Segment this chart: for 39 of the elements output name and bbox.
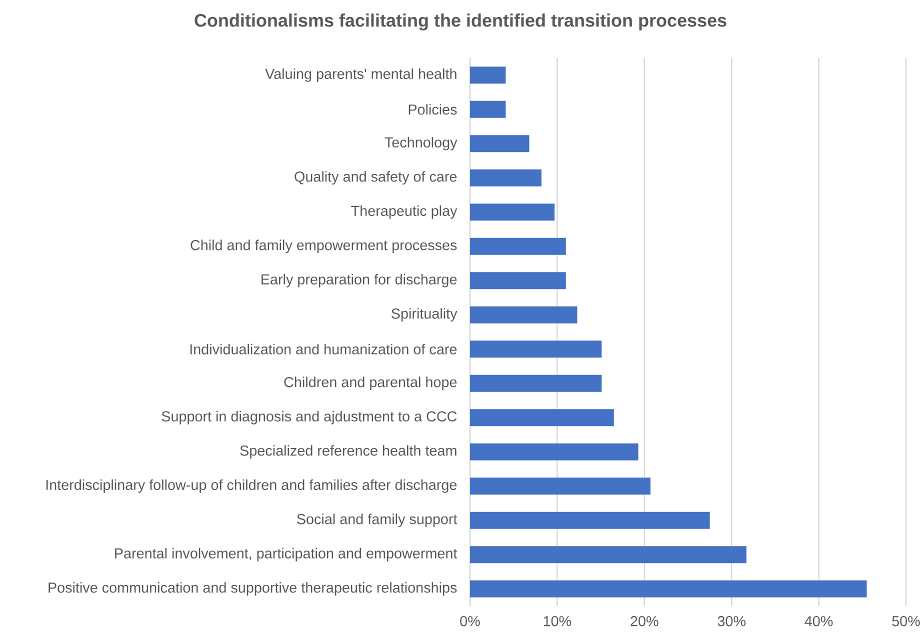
y-tick-label: Positive communication and supportive therapeutic relationships	[48, 582, 457, 596]
y-tick-label: Quality and safety of care	[294, 171, 457, 185]
bar	[470, 409, 614, 426]
x-tick-label: 30%	[718, 616, 746, 626]
y-tick-label: Policies	[408, 104, 457, 115]
bar	[470, 66, 506, 84]
y-tick-label: Interdisciplinary follow-up of children and families after discharge	[46, 479, 457, 493]
chart-title: Conditionalisms facilitating the identified transition processes	[194, 14, 726, 30]
bar	[470, 443, 638, 460]
bar	[470, 546, 746, 564]
bar	[470, 135, 530, 152]
y-tick-label: Valuing parents' mental health	[265, 68, 456, 82]
bar	[470, 478, 650, 495]
x-tick-label: 40%	[804, 616, 833, 626]
y-tick-label: Spirituality	[392, 308, 458, 322]
bar	[470, 374, 602, 392]
x-tick-label: 10%	[544, 616, 572, 626]
y-tick-label: Technology	[384, 136, 458, 150]
y-tick-label: Children and parental hope	[284, 376, 457, 390]
bar	[470, 340, 602, 358]
y-tick-label: Support in diagnosis and ajdustment to a CCC	[162, 410, 457, 424]
x-tick-label: 0%	[460, 616, 480, 626]
bar	[470, 238, 566, 255]
bar	[470, 272, 566, 290]
y-tick-label: Therapeutic play	[351, 205, 458, 219]
x-tick-label: 50%	[892, 616, 920, 626]
bar	[470, 100, 506, 118]
y-tick-label: Parental involvement, participation and empowerment	[115, 548, 458, 562]
bar	[470, 512, 710, 529]
bar	[470, 580, 867, 598]
bar	[470, 169, 542, 186]
bar	[470, 204, 555, 221]
y-tick-label: Social and family support	[297, 514, 458, 528]
y-tick-label: Early preparation for discharge	[262, 274, 457, 288]
y-tick-label: Individualization and humanization of care	[190, 344, 457, 354]
x-tick-label: 20%	[630, 616, 658, 626]
y-tick-label: Specialized reference health team	[240, 445, 456, 459]
bar	[470, 306, 578, 324]
y-tick-label: Child and family empowerment processes	[190, 240, 457, 254]
